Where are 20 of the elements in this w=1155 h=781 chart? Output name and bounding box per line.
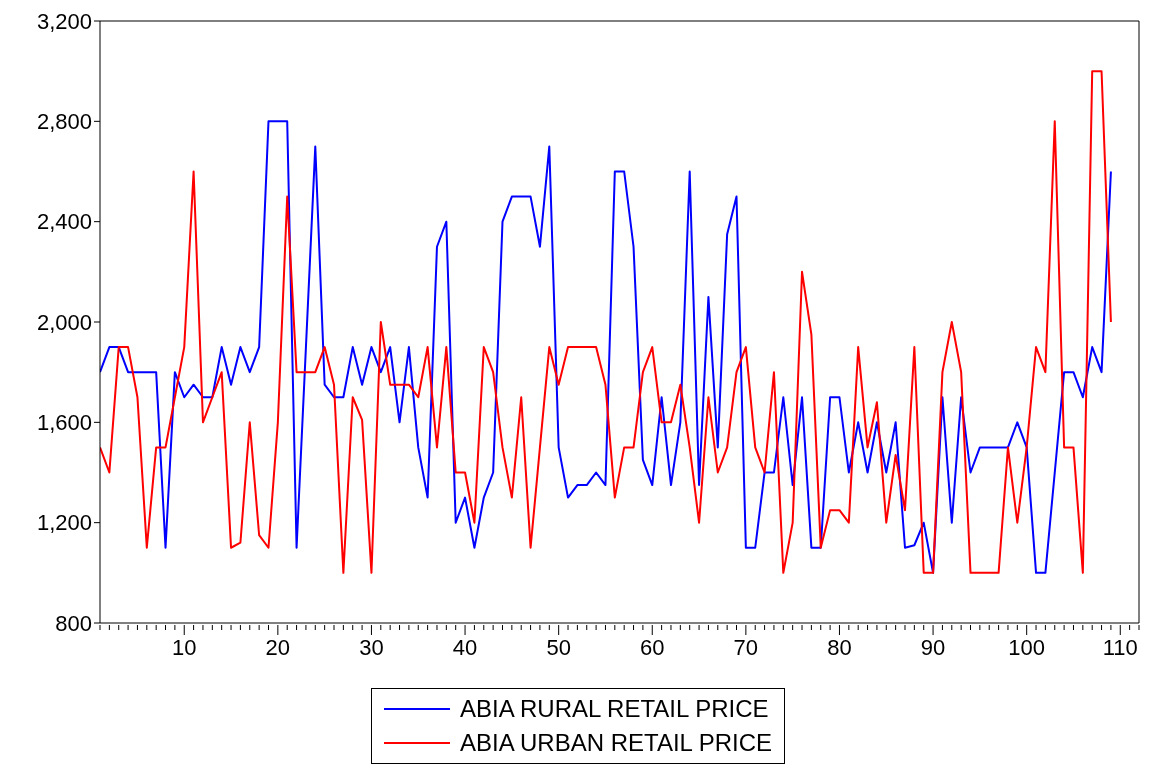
y-tick-label: 1,600 (36, 410, 92, 436)
x-tick-label: 90 (920, 635, 946, 660)
x-tick-label: 100 (1008, 635, 1046, 660)
x-tick-label: 10 (172, 635, 197, 660)
x-tick-label: 70 (733, 635, 759, 660)
y-tick-label: 2,800 (36, 109, 92, 135)
x-tick-label: 40 (452, 635, 478, 660)
y-tick-label: 2,000 (36, 309, 92, 335)
x-tick-label: 50 (546, 635, 571, 660)
y-tick-label: 3,200 (36, 8, 92, 34)
x-tick-label: 80 (827, 635, 852, 660)
legend-label: ABIA URBAN RETAIL PRICE (459, 728, 773, 758)
legend-label: ABIA RURAL RETAIL PRICE (459, 694, 769, 724)
y-tick-label: 1,200 (36, 510, 92, 536)
x-tick-label: 20 (265, 635, 291, 660)
x-tick-label: 110 (1102, 635, 1138, 660)
x-tick-label: 60 (640, 635, 665, 660)
x-tick-label: 30 (359, 635, 384, 660)
y-tick-label: 2,400 (36, 209, 92, 235)
y-tick-label: 800 (55, 610, 92, 636)
